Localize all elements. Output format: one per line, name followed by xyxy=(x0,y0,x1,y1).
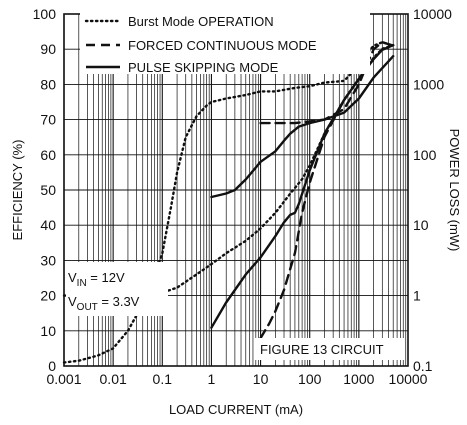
x-tick-label: 1000 xyxy=(343,371,374,387)
y-right-tick-label: 10 xyxy=(413,217,429,233)
legend-label-pulse: PULSE SKIPPING MODE xyxy=(128,60,279,75)
figure-reference-note: FIGURE 13 CIRCUIT xyxy=(255,338,405,360)
y-left-tick-label: 10 xyxy=(40,323,56,339)
legend: Burst Mode OPERATION FORCED CONTINUOUS M… xyxy=(80,10,370,75)
operating-conditions-note: VIN = 12V VOUT = 3.3V xyxy=(66,262,168,316)
y-left-tick-label: 20 xyxy=(40,288,56,304)
figure-reference-background xyxy=(255,338,405,360)
figure-reference-label: FIGURE 13 CIRCUIT xyxy=(260,342,384,357)
y-right-tick-label: 100 xyxy=(413,147,437,163)
x-tick-label: 0.1 xyxy=(153,371,173,387)
series-line-forced-efficiency xyxy=(259,41,395,125)
x-tick-label: 0.01 xyxy=(100,371,127,387)
y-left-tick-label: 0 xyxy=(48,358,56,374)
tick-labels: 0.001 0.01 0.1 1 10 100 1000 10000 0 10 20 30 40 50 60… xyxy=(33,6,453,387)
legend-item-pulse: PULSE SKIPPING MODE xyxy=(86,60,279,75)
y-axis-right-title: POWER LOSS (mW) xyxy=(447,129,462,252)
y-left-tick-label: 30 xyxy=(40,252,56,268)
y-left-tick-label: 100 xyxy=(33,6,57,22)
y-right-tick-label: 10000 xyxy=(413,6,452,22)
x-tick-label: 100 xyxy=(298,371,322,387)
y-left-tick-label: 60 xyxy=(40,147,56,163)
series-line-pulse-efficiency xyxy=(210,55,395,199)
y-right-tick-label: 0.1 xyxy=(413,358,433,374)
vin-label: VIN = 12V xyxy=(68,270,125,289)
x-axis-title: LOAD CURRENT (mA) xyxy=(169,402,303,417)
y-left-tick-label: 50 xyxy=(40,182,56,198)
y-left-tick-label: 40 xyxy=(40,217,56,233)
y-axis-left-title: EFFICIENCY (%) xyxy=(10,140,25,241)
x-tick-label: 10 xyxy=(253,371,269,387)
legend-item-burst: Burst Mode OPERATION xyxy=(84,14,274,29)
x-tick-label: 1 xyxy=(208,371,216,387)
y-right-tick-label: 1000 xyxy=(413,76,444,92)
operating-conditions-background xyxy=(66,262,168,316)
vout-label: VOUT = 3.3V xyxy=(68,294,140,313)
legend-label-forced: FORCED CONTINUOUS MODE xyxy=(128,38,317,53)
y-left-tick-label: 90 xyxy=(40,41,56,57)
y-left-tick-label: 80 xyxy=(40,76,56,92)
legend-item-forced: FORCED CONTINUOUS MODE xyxy=(86,38,317,53)
y-right-tick-label: 1 xyxy=(413,288,421,304)
x-tick-label: 0.001 xyxy=(46,371,81,387)
y-left-tick-label: 70 xyxy=(40,112,56,128)
legend-label-burst: Burst Mode OPERATION xyxy=(128,14,274,29)
legend-background xyxy=(80,10,370,74)
x-tick-label: 10000 xyxy=(389,371,428,387)
